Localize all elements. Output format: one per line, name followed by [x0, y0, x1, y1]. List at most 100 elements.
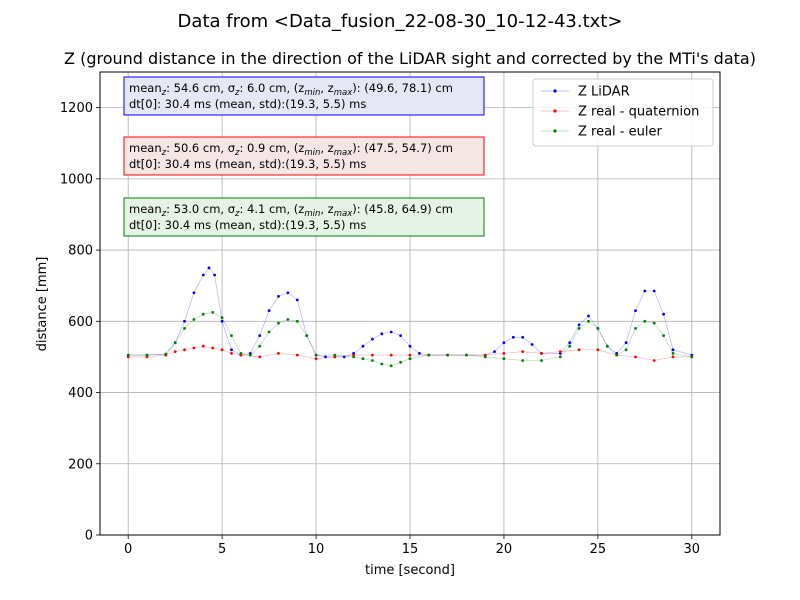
- data-point: [361, 344, 365, 348]
- data-point: [183, 327, 186, 330]
- x-tick-label: 30: [684, 542, 701, 557]
- data-point: [258, 355, 262, 359]
- stats-text: : 6.0 cm, (z: [239, 81, 304, 95]
- data-point: [201, 312, 205, 316]
- data-point: [465, 353, 468, 357]
- data-point: [634, 355, 637, 359]
- data-point: [220, 316, 224, 320]
- data-point: [577, 348, 581, 352]
- data-point: [568, 344, 572, 348]
- data-point: [605, 344, 609, 348]
- data-point: [568, 341, 572, 345]
- data-point: [399, 334, 402, 337]
- data-point: [286, 318, 290, 321]
- data-point: [277, 352, 280, 355]
- data-point: [408, 344, 412, 348]
- legend-frame: [532, 78, 714, 147]
- data-point: [145, 353, 149, 357]
- data-point: [333, 353, 337, 357]
- stats-line-2: dt[0]: 30.4 ms (mean, std):(19.3, 5.5) m…: [129, 97, 366, 111]
- y-tick-label: 200: [68, 457, 93, 472]
- stats-line-1: meanz: 50.6 cm, σz: 0.9 cm, (zmin, zmax)…: [129, 141, 453, 158]
- stats-line-2: dt[0]: 30.4 ms (mean, std):(19.3, 5.5) m…: [129, 218, 366, 232]
- data-point: [258, 334, 262, 337]
- data-point: [380, 332, 384, 336]
- subscript: z: [161, 88, 167, 98]
- legend-label: Z LiDAR: [578, 85, 630, 100]
- series-2: [126, 311, 694, 368]
- stats-line-2: dt[0]: 30.4 ms (mean, std):(19.3, 5.5) m…: [129, 157, 366, 171]
- data-point: [671, 355, 675, 359]
- data-point: [596, 327, 600, 330]
- plot-frame: [99, 71, 721, 536]
- legend-layer: Z LiDAR Z real - quaternion Z real - euler: [532, 78, 714, 147]
- data-point: [483, 355, 487, 359]
- subscript: min: [304, 88, 320, 98]
- data-point: [183, 348, 186, 352]
- stats-text: : 0.9 cm, (z: [239, 141, 304, 155]
- data-point: [690, 355, 694, 359]
- stats-box-frame: [123, 76, 485, 116]
- data-point: [192, 318, 196, 321]
- data-point: [389, 364, 393, 368]
- legend-point-marker: [553, 109, 557, 113]
- stats-text: : 4.1 cm, (z: [239, 202, 304, 216]
- data-point: [389, 353, 393, 357]
- data-point: [230, 348, 233, 352]
- data-point: [305, 334, 309, 337]
- data-point: [258, 344, 262, 348]
- data-point: [446, 353, 449, 357]
- data-point: [314, 353, 318, 357]
- data-point: [652, 321, 656, 325]
- data-point: [295, 353, 299, 357]
- data-point: [213, 273, 217, 277]
- legend-label: Z real - euler: [578, 125, 662, 140]
- data-point: [418, 352, 421, 355]
- data-point: [634, 327, 637, 330]
- data-point: [624, 348, 628, 352]
- x-tick-label: 5: [218, 542, 226, 557]
- data-point: [286, 291, 290, 295]
- x-tick-label: 15: [402, 542, 419, 557]
- stats-text: ): (49.6, 78.1) cm: [352, 81, 453, 95]
- data-point: [671, 352, 675, 355]
- data-point: [624, 341, 628, 345]
- data-point: [408, 357, 412, 361]
- data-point: [201, 344, 205, 348]
- axes-layer: 0 5 10 15 20 25 30 0 200 400 600 800 1000 1200: [60, 71, 721, 557]
- data-point: [173, 350, 177, 353]
- stats-text: ): (45.8, 64.9) cm: [352, 202, 453, 216]
- stats-text: ): (47.5, 54.7) cm: [352, 141, 453, 155]
- subscript: z: [234, 88, 240, 98]
- stats-text: : 54.6 cm, σ: [166, 81, 235, 95]
- data-point: [577, 323, 581, 327]
- data-point: [192, 291, 196, 295]
- data-point: [399, 360, 402, 364]
- data-point: [652, 359, 656, 362]
- stats-text: , z: [320, 81, 333, 95]
- data-point: [230, 352, 233, 355]
- figure-suptitle: Data from <Data_fusion_22-08-30_10-12-43…: [178, 11, 623, 32]
- data-point: [493, 350, 496, 353]
- data-point: [361, 357, 365, 361]
- data-point: [502, 352, 506, 355]
- stats-box-frame: [123, 136, 485, 176]
- y-tick-label: 800: [68, 244, 93, 259]
- subscript: z: [161, 148, 167, 158]
- subscript: max: [334, 88, 353, 98]
- data-point: [652, 289, 656, 293]
- data-point: [521, 359, 525, 362]
- data-point: [521, 335, 525, 339]
- data-point: [164, 352, 168, 356]
- data-point: [615, 353, 619, 357]
- x-tick-label: 20: [496, 542, 513, 557]
- y-tick-label: 1200: [60, 101, 93, 116]
- data-point: [295, 319, 299, 323]
- data-point: [643, 319, 647, 323]
- series-line: [128, 312, 692, 367]
- data-point: [295, 298, 299, 302]
- data-point: [380, 362, 384, 366]
- data-point: [511, 335, 515, 339]
